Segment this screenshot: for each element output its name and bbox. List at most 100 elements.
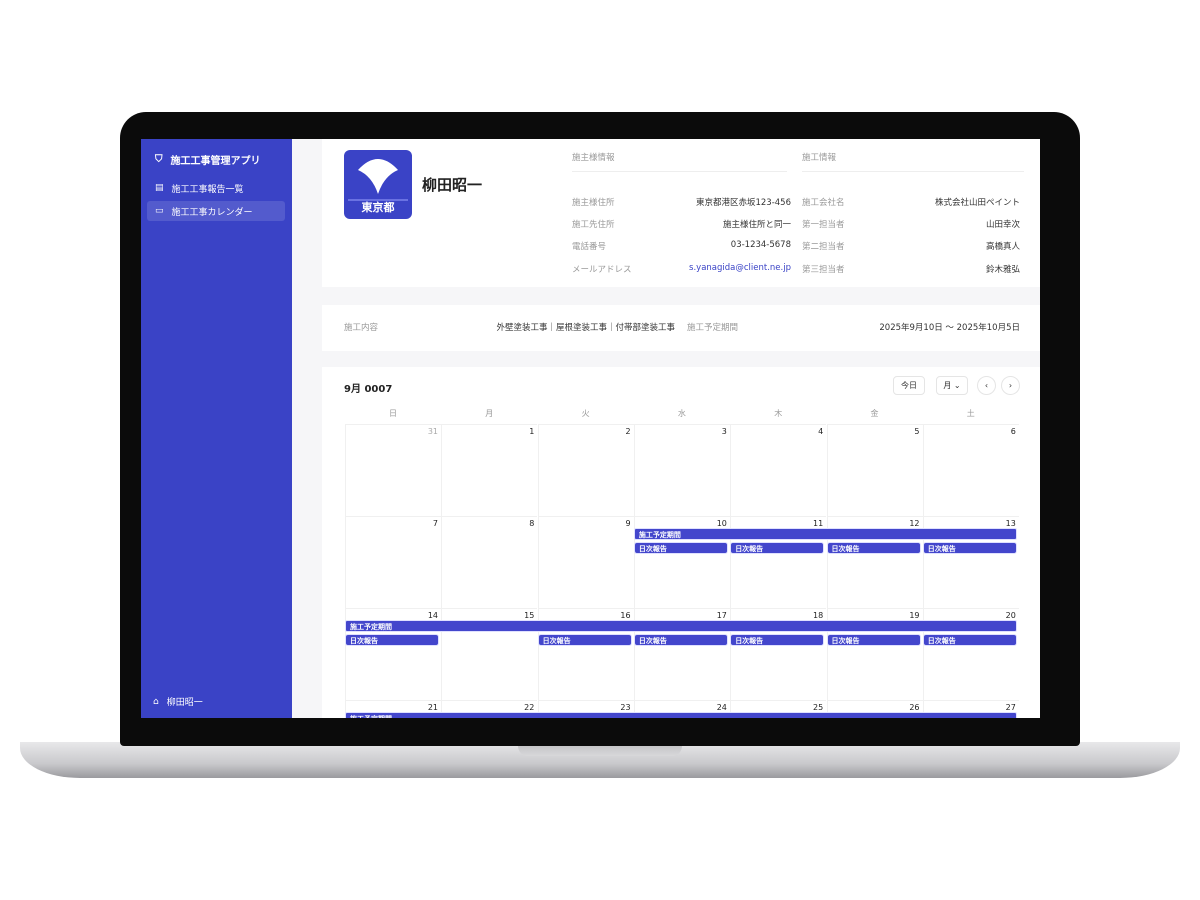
chevron-down-icon: ⌄ (953, 381, 961, 390)
construction-field-value: 株式会社山田ペイント (934, 198, 1020, 208)
day-number: 23 (620, 703, 631, 712)
daily-report-event[interactable]: 日次報告 (922, 634, 1018, 646)
info-card: 東京都 柳田昭一 施主様情報 施工情報 施主様住所 東京都港区赤坂123-456 施… (322, 139, 1040, 287)
content-value: 外壁塗装工事｜屋根塗装工事｜付帯部塗装工事 (496, 323, 675, 333)
daily-report-event[interactable]: 日次報告 (633, 542, 729, 554)
sidebar: ⛉ 施工工事管理アプリ ▤ 施工工事報告一覧 ▭ 施工工事カレンダー ⌂ 柳田昭一 (141, 139, 292, 718)
day-cell[interactable]: 7 (345, 516, 441, 608)
screen: ⛉ 施工工事管理アプリ ▤ 施工工事報告一覧 ▭ 施工工事カレンダー ⌂ 柳田昭一 東京… (141, 139, 1040, 718)
day-cell[interactable]: 25 (730, 700, 827, 718)
day-cell[interactable]: 10 (633, 516, 730, 608)
day-number: 18 (813, 611, 824, 620)
construction-field-value: 鈴木雅弘 (985, 265, 1020, 275)
home-icon: ⌂ (153, 696, 159, 707)
client-field-value: 施主様住所と同一 (722, 220, 791, 230)
day-number: 19 (909, 611, 920, 620)
ginkgo-logo-icon (348, 159, 408, 201)
daily-report-event[interactable]: 日次報告 (633, 634, 729, 646)
calendar-icon: ▭ (155, 206, 164, 216)
day-cell[interactable]: 1 (441, 424, 538, 516)
day-cell[interactable]: 2 (537, 424, 634, 516)
day-number: 6 (1010, 427, 1016, 436)
shield-icon: ⛉ (155, 154, 163, 165)
day-number: 11 (813, 519, 824, 528)
day-cell[interactable]: 14 (345, 608, 441, 700)
client-field-value: 東京都港区赤坂123-456 (695, 198, 791, 208)
period-event[interactable]: 施工予定期間 (345, 620, 1018, 632)
daily-report-event[interactable]: 日次報告 (826, 634, 921, 646)
period-event[interactable]: 施工予定期間 (345, 712, 1018, 718)
user-menu[interactable]: ⌂ 柳田昭一 (153, 695, 203, 709)
day-cell[interactable]: 4 (730, 424, 827, 516)
day-cell[interactable]: 5 (826, 424, 923, 516)
day-number: 3 (721, 427, 727, 436)
daily-report-event[interactable]: 日次報告 (730, 542, 825, 554)
construction-field-label: 第一担当者 (802, 220, 845, 230)
day-cell[interactable]: 20 (922, 608, 1019, 700)
content-label: 施工内容 (344, 323, 379, 333)
client-field-label: 電話番号 (572, 242, 607, 252)
client-field-value[interactable]: s.yanagida@client.ne.jp (689, 263, 791, 273)
day-cell[interactable]: 11 (730, 516, 827, 608)
day-number: 5 (914, 427, 920, 436)
daily-report-event[interactable]: 日次報告 (922, 542, 1018, 554)
day-cell[interactable]: 18 (730, 608, 827, 700)
next-month-button[interactable]: › (1001, 376, 1020, 395)
sidebar-item-label: 施工工事報告一覧 (171, 184, 244, 195)
day-number: 1 (529, 427, 535, 436)
day-cell[interactable]: 12 (826, 516, 923, 608)
day-cell[interactable]: 17 (633, 608, 730, 700)
period-event[interactable]: 施工予定期間 (633, 528, 1018, 540)
day-cell[interactable]: 23 (537, 700, 634, 718)
day-number: 26 (909, 703, 920, 712)
day-number: 2 (625, 427, 631, 436)
day-number: 17 (716, 611, 727, 620)
day-cell[interactable]: 24 (633, 700, 730, 718)
day-number: 22 (524, 703, 535, 712)
day-cell[interactable]: 27 (922, 700, 1019, 718)
day-number: 4 (818, 427, 824, 436)
client-name: 柳田昭一 (422, 176, 483, 194)
day-number: 12 (909, 519, 920, 528)
day-cell[interactable]: 26 (826, 700, 923, 718)
day-cell[interactable]: 9 (537, 516, 634, 608)
construction-field-label: 施工会社名 (802, 198, 845, 208)
day-cell[interactable]: 8 (441, 516, 538, 608)
day-cell[interactable]: 13 (922, 516, 1019, 608)
day-cell[interactable]: 31 (345, 424, 441, 516)
period-value: 2025年9月10日 〜 2025年10月5日 (879, 323, 1020, 333)
day-cell[interactable]: 19 (826, 608, 923, 700)
day-cell[interactable]: 21 (345, 700, 441, 718)
day-number: 21 (427, 703, 438, 712)
prev-month-button[interactable]: ‹ (977, 376, 996, 395)
day-cell[interactable]: 22 (441, 700, 538, 718)
summary-card: 施工内容 外壁塗装工事｜屋根塗装工事｜付帯部塗装工事 施工予定期間 2025年9… (322, 305, 1040, 351)
report-icon: ▤ (155, 183, 164, 193)
today-button[interactable]: 今日 (893, 376, 925, 395)
construction-field-value: 高橋真人 (985, 242, 1020, 252)
daily-report-event[interactable]: 日次報告 (537, 634, 632, 646)
view-select[interactable]: 月 ⌄ (936, 376, 968, 395)
day-number: 8 (529, 519, 535, 528)
daily-report-event[interactable]: 日次報告 (730, 634, 825, 646)
day-cell[interactable]: 3 (633, 424, 730, 516)
calendar-title: 9月 0007 (344, 384, 393, 395)
weekday-header: 月 (485, 409, 494, 418)
construction-section-title: 施工情報 (802, 153, 837, 163)
day-cell[interactable]: 15 (441, 608, 538, 700)
sidebar-item-reports[interactable]: ▤ 施工工事報告一覧 (147, 178, 285, 198)
day-cell[interactable]: 16 (537, 608, 634, 700)
day-number: 13 (1005, 519, 1016, 528)
period-label: 施工予定期間 (687, 323, 739, 333)
sidebar-item-calendar[interactable]: ▭ 施工工事カレンダー (147, 201, 285, 221)
sidebar-item-label: 施工工事カレンダー (171, 207, 253, 218)
day-cell[interactable]: 6 (922, 424, 1019, 516)
weekday-header: 金 (870, 409, 879, 418)
daily-report-event[interactable]: 日次報告 (345, 634, 440, 646)
client-field-label: メールアドレス (572, 265, 632, 275)
day-number: 24 (716, 703, 727, 712)
day-number: 16 (620, 611, 631, 620)
client-field-label: 施主様住所 (572, 198, 615, 208)
daily-report-event[interactable]: 日次報告 (826, 542, 921, 554)
weekday-header: 土 (966, 409, 975, 418)
